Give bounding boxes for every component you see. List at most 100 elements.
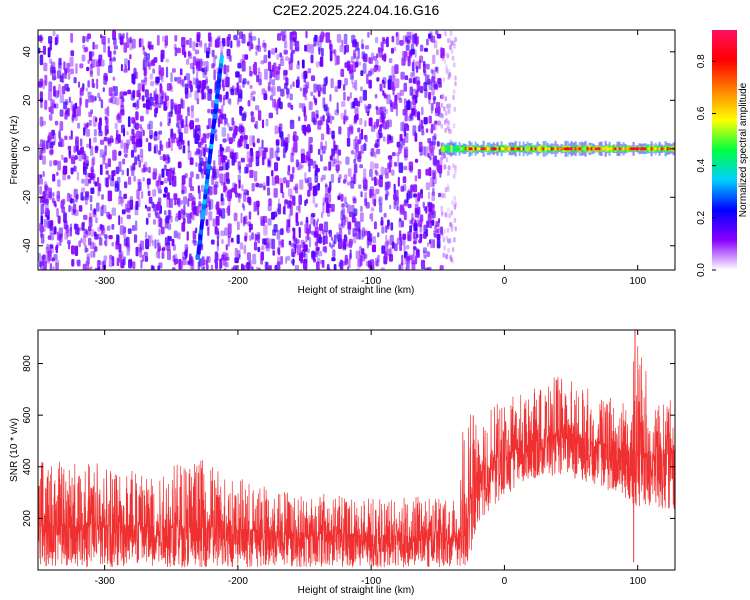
band-peak: [532, 147, 535, 151]
noise-cell: [54, 103, 59, 109]
noise-cell: [352, 82, 356, 89]
noise-cell: [257, 45, 262, 52]
noise-cell: [164, 35, 168, 46]
noise-cell: [134, 141, 137, 153]
noise-cell: [178, 210, 181, 221]
band-peak: [520, 147, 523, 151]
noise-cell: [51, 141, 56, 146]
noise-cell: [379, 124, 382, 131]
noise-cell: [222, 78, 226, 88]
noise-cell: [132, 102, 137, 108]
noise-cell: [173, 193, 178, 201]
noise-cell: [135, 114, 138, 119]
noise-cell: [345, 44, 349, 53]
noise-cell: [317, 90, 321, 97]
band-peak: [534, 147, 537, 151]
noise-cell: [446, 186, 450, 192]
noise-cell: [253, 269, 257, 270]
noise-cell: [60, 154, 64, 160]
noise-cell: [318, 250, 323, 257]
noise-cell: [361, 252, 366, 262]
noise-cell: [372, 55, 378, 61]
noise-cell: [447, 119, 450, 125]
noise-cell: [305, 81, 310, 89]
noise-cell: [280, 137, 285, 147]
noise-cell: [347, 136, 350, 144]
band-peak: [612, 147, 615, 151]
x-tick-label: 100: [629, 276, 646, 287]
noise-cell: [164, 217, 169, 229]
noise-cell: [121, 169, 125, 176]
noise-cell: [160, 67, 165, 77]
noise-cell: [160, 226, 165, 235]
band-peak: [568, 147, 571, 151]
band-peak: [622, 147, 625, 151]
noise-cell: [66, 229, 70, 238]
noise-cell: [40, 203, 45, 214]
noise-cell: [393, 183, 396, 194]
noise-cell: [301, 72, 305, 80]
noise-cell: [238, 85, 241, 94]
noise-cell: [429, 221, 433, 229]
noise-cell: [428, 143, 433, 153]
colorbar-label: Normalized spectral amplitude: [738, 82, 749, 217]
noise-cell: [59, 94, 64, 104]
noise-cell: [305, 30, 308, 39]
figure-title: C2E2.2025.224.04.16.G16: [273, 2, 440, 18]
noise-cell: [196, 98, 200, 105]
noise-cell: [441, 113, 445, 119]
noise-cell: [221, 104, 224, 114]
noise-cell: [436, 239, 441, 249]
noise-cell: [90, 166, 94, 173]
noise-cell: [82, 44, 86, 49]
noise-cell: [358, 229, 361, 240]
noise-cell: [375, 188, 380, 195]
noise-cell: [335, 164, 340, 172]
noise-cell: [88, 216, 93, 227]
noise-cell: [414, 49, 417, 58]
noise-cell: [70, 33, 73, 43]
noise-cell: [177, 197, 181, 208]
noise-cell: [427, 201, 431, 208]
noise-cell: [100, 99, 104, 109]
noise-cell: [381, 122, 384, 128]
noise-cell: [277, 256, 281, 263]
noise-cell: [127, 200, 130, 208]
noise-cell: [325, 33, 330, 44]
noise-cell: [454, 169, 457, 175]
noise-cell: [186, 58, 190, 65]
noise-cell: [140, 38, 144, 47]
noise-cell: [183, 75, 187, 81]
noise-cell: [249, 147, 253, 157]
noise-cell: [202, 69, 207, 78]
noise-cell: [184, 173, 188, 179]
noise-cell: [44, 181, 48, 192]
x-tick-label: -100: [361, 576, 381, 587]
noise-cell: [284, 142, 288, 153]
noise-cell: [101, 194, 104, 200]
noise-cell: [174, 35, 178, 42]
noise-cell: [118, 161, 122, 172]
noise-cell: [79, 97, 82, 107]
noise-cell: [305, 228, 310, 235]
snr-y-label: SNR (10 * v/v): [9, 418, 20, 482]
noise-cell: [334, 109, 339, 116]
noise-cell: [174, 216, 179, 222]
noise-cell: [59, 109, 64, 117]
noise-cell: [156, 35, 160, 46]
noise-cell: [255, 182, 260, 188]
noise-cell: [323, 221, 329, 233]
noise-cell: [298, 194, 302, 205]
noise-cell: [411, 262, 416, 270]
noise-cell: [78, 205, 83, 212]
band-peak: [566, 147, 569, 151]
noise-cell: [219, 157, 223, 166]
noise-cell: [88, 96, 91, 103]
noise-cell: [127, 59, 130, 71]
noise-cell: [182, 251, 187, 260]
noise-cell: [445, 212, 448, 218]
noise-cell: [346, 96, 350, 101]
noise-cell: [200, 184, 205, 192]
noise-cell: [155, 251, 160, 258]
noise-cell: [67, 175, 71, 180]
